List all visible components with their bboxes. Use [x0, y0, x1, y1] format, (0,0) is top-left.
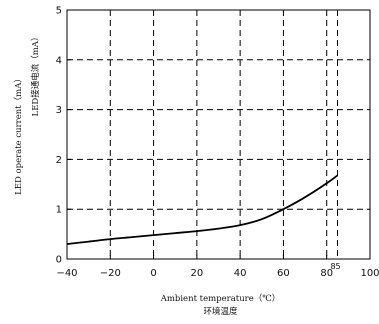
x-tick-label: 40 [234, 268, 247, 279]
y-tick-label: 3 [56, 105, 62, 116]
x-tick-label: −40 [56, 268, 77, 279]
x-tick-label: 60 [277, 268, 290, 279]
y-axis-ticks: 0 1 2 3 4 5 [56, 6, 71, 266]
y-axis-label-cn: LED接通电流（mA） [30, 33, 41, 117]
x-axis-label-cn: 环境温度 [203, 306, 238, 317]
x-axis-label: Ambient temperature（℃） [160, 293, 281, 304]
x-tick-label: 20 [190, 268, 203, 279]
x-axis-ticks: −40 −20 0 20 40 60 80 100 [56, 255, 379, 279]
x-tick-label: 0 [150, 268, 156, 279]
y-tick-label: 1 [56, 205, 62, 216]
y-axis-label: LED operate current（mA） [13, 74, 24, 195]
grid [67, 10, 370, 259]
x-marker-85-label: 85 [330, 262, 340, 271]
x-tick-label: 100 [360, 268, 379, 279]
plot-frame [66, 9, 371, 260]
y-tick-label: 2 [56, 155, 62, 166]
series-line [66, 174, 339, 245]
y-tick-label: 4 [56, 55, 62, 66]
y-tick-label: 0 [56, 255, 62, 266]
x-tick-label: 80 [320, 268, 333, 279]
x-tick-label: −20 [100, 268, 121, 279]
y-tick-label: 5 [56, 6, 62, 17]
